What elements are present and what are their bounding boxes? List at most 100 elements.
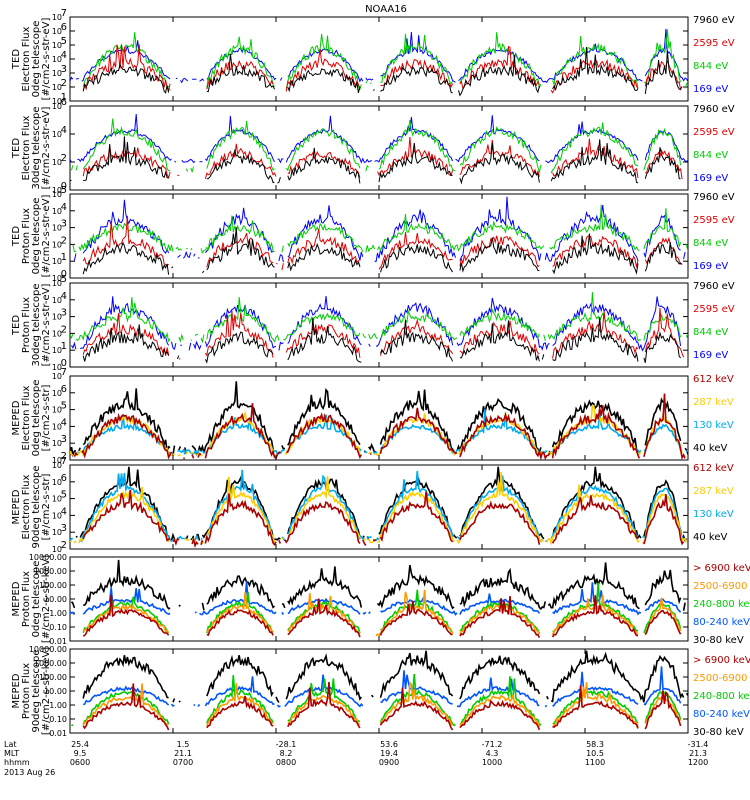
y-axis-label: MEPEDElectron Flux90deg telescope[#/cm2-… [11,465,52,548]
y-tick-label-exp: 2 [61,451,67,462]
y-tick-label-exp: 0 [61,269,67,280]
y-axis-label-line: 0deg telescope [31,561,42,638]
y-tick-label: 10 [52,422,62,431]
series-group [70,381,688,460]
x-tick-label: 1.5 [177,740,190,749]
series-group [70,113,688,183]
y-tick-label: 10.00 [44,687,67,696]
y-axis-label-line: Proton Flux [21,663,32,719]
legend-entry-2: 844 eV [693,150,728,161]
y-tick-label: 0.10 [49,715,67,724]
y-axis-label-line: 0deg telescope [31,21,42,98]
legend-entry-1: 287 keV [693,397,734,408]
panel-frame [69,105,689,191]
y-tick-label-exp: 5 [61,490,67,501]
series-trace-3 [74,197,688,262]
series-group [73,197,688,275]
y-tick-label-exp: 4 [61,417,67,428]
series-group [70,560,688,638]
legend-entry-1: 2595 eV [693,38,735,49]
series-trace-1 [70,406,688,456]
legend-entry-0: > 6900 keV [693,563,750,574]
y-tick-label: 100.00 [39,581,67,590]
y-tick-label: 10 [52,389,62,398]
y-tick-label-exp: 3 [61,308,67,319]
y-tick-label: 10000.00 [29,553,67,562]
y-tick-label: 10.00 [44,595,67,604]
y-axis-label-line: Electron Flux [21,385,32,450]
y-tick-label: 10 [52,13,62,22]
legend-entry-2: 240-800 keV [693,599,750,610]
series-trace-1 [82,44,682,94]
y-tick-label-exp: 2 [61,540,67,551]
y-tick-label: 10 [52,329,62,338]
y-tick-label: 10 [52,406,62,415]
y-tick-label-exp: 4 [61,50,67,61]
panel-frame [69,193,689,279]
y-tick-label: 10 [52,346,62,355]
x-tick-label: 0900 [379,758,399,767]
y-tick-label: 10 [52,545,62,554]
x-row-label-hhmm: hhmm [4,758,30,767]
y-tick-label: 10 [52,296,62,305]
y-tick-label: 1000.00 [34,567,67,576]
y-axis-label-line: 0deg telescope [31,380,42,457]
x-tick-label: 21.1 [174,749,192,758]
y-tick-label: 1000.00 [34,659,67,668]
y-axis-label-line: MEPED [11,400,22,435]
x-tick-label: 0700 [173,758,193,767]
legend-entry-2: 844 eV [693,327,728,338]
x-tick-label: 4.3 [486,749,499,758]
y-tick-label: 10 [52,313,62,322]
y-axis-label-line: 30deg telescope [31,106,42,189]
y-tick-label-exp: 5 [61,36,67,47]
y-axis-label-line: Proton Flux [21,297,32,353]
y-tick-label: 10 [52,511,62,520]
y-tick-label-exp: 4 [61,506,67,517]
y-tick-label-exp: 1 [61,252,67,263]
date-label: 2013 Aug 26 [4,768,55,777]
legend-entry-1: 2595 eV [693,215,735,226]
y-tick-label: 10 [52,207,62,216]
y-axis-label-line: Electron Flux [21,115,32,180]
x-tick-label: 1000 [482,758,502,767]
legend-entry-0: > 6900 keV [693,655,750,666]
y-tick-label: 0.01 [49,729,67,738]
x-tick-label: 0800 [276,758,296,767]
y-tick-label-exp: 5 [61,401,67,412]
legend-entry-3: 169 eV [693,173,728,184]
y-tick-label: 10 [52,528,62,537]
legend-entry-0: 7960 eV [693,104,735,115]
y-axis-label-line: TED [11,49,22,70]
x-tick-label: 9.5 [74,749,87,758]
panel-frame [69,464,689,550]
x-tick-label: 21.3 [689,749,707,758]
y-tick-label-exp: 6 [61,384,67,395]
legend-entry-3: 80-240 keV [693,709,750,720]
legend-entry-2: 844 eV [693,61,728,72]
y-tick-label-exp: 2 [61,153,67,164]
x-row-label-lat: Lat [4,740,17,749]
series-trace-0 [82,681,682,731]
x-tick-label: -31.4 [688,740,709,749]
legend-entry-0: 612 keV [693,463,734,474]
y-tick-label: 10 [52,461,62,470]
series-trace-0 [73,393,686,460]
y-tick-label-exp: 2 [61,324,67,335]
y-axis-label: MEPEDProton Flux0deg telescope[#/cm2-s-s… [11,555,52,643]
series-trace-0 [82,317,681,364]
y-axis-label: TEDProton Flux0deg telescope[#/cm2-s-str… [11,195,52,278]
series-trace-4 [82,650,688,703]
legend-entry-2: 130 keV [693,509,734,520]
y-axis-label-line: [#/cm2-s-str-eV] [41,284,52,367]
x-tick-label: -28.1 [276,740,297,749]
y-tick-label-exp: 0 [61,181,67,192]
legend-entry-2: 844 eV [693,238,728,249]
y-tick-label-exp: 3 [61,219,67,230]
series-trace-2 [70,292,688,344]
y-tick-label: 10 [52,83,62,92]
figure-title: NOAA16 [365,4,407,15]
